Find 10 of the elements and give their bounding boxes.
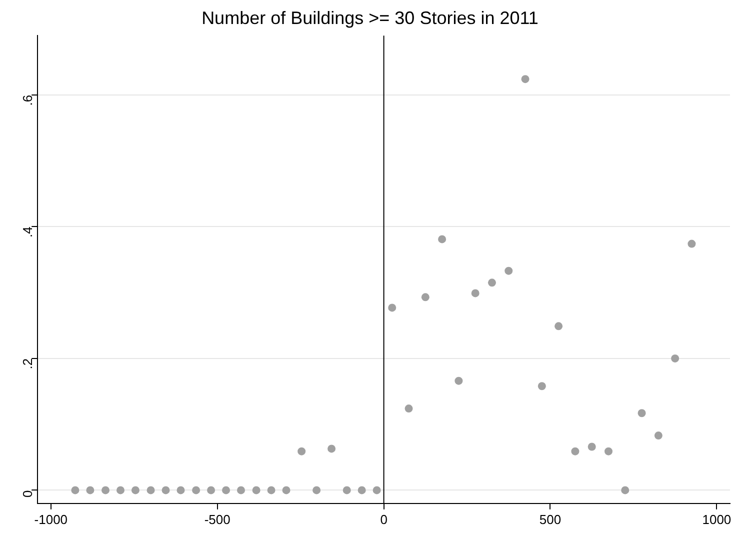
y-tick-label: .2 (20, 358, 36, 370)
y-tick-label: .6 (20, 94, 36, 106)
x-tick-label: 1000 (702, 512, 732, 527)
chart-title: Number of Buildings >= 30 Stories in 2011 (202, 8, 538, 28)
x-tick-label: 0 (380, 512, 388, 527)
x-tick-label: -500 (204, 512, 230, 527)
x-tick-label: -1000 (34, 512, 68, 527)
y-tick-label: 0 (20, 490, 36, 498)
x-tick-label: 500 (539, 512, 562, 527)
y-tick-label: .4 (20, 226, 36, 238)
